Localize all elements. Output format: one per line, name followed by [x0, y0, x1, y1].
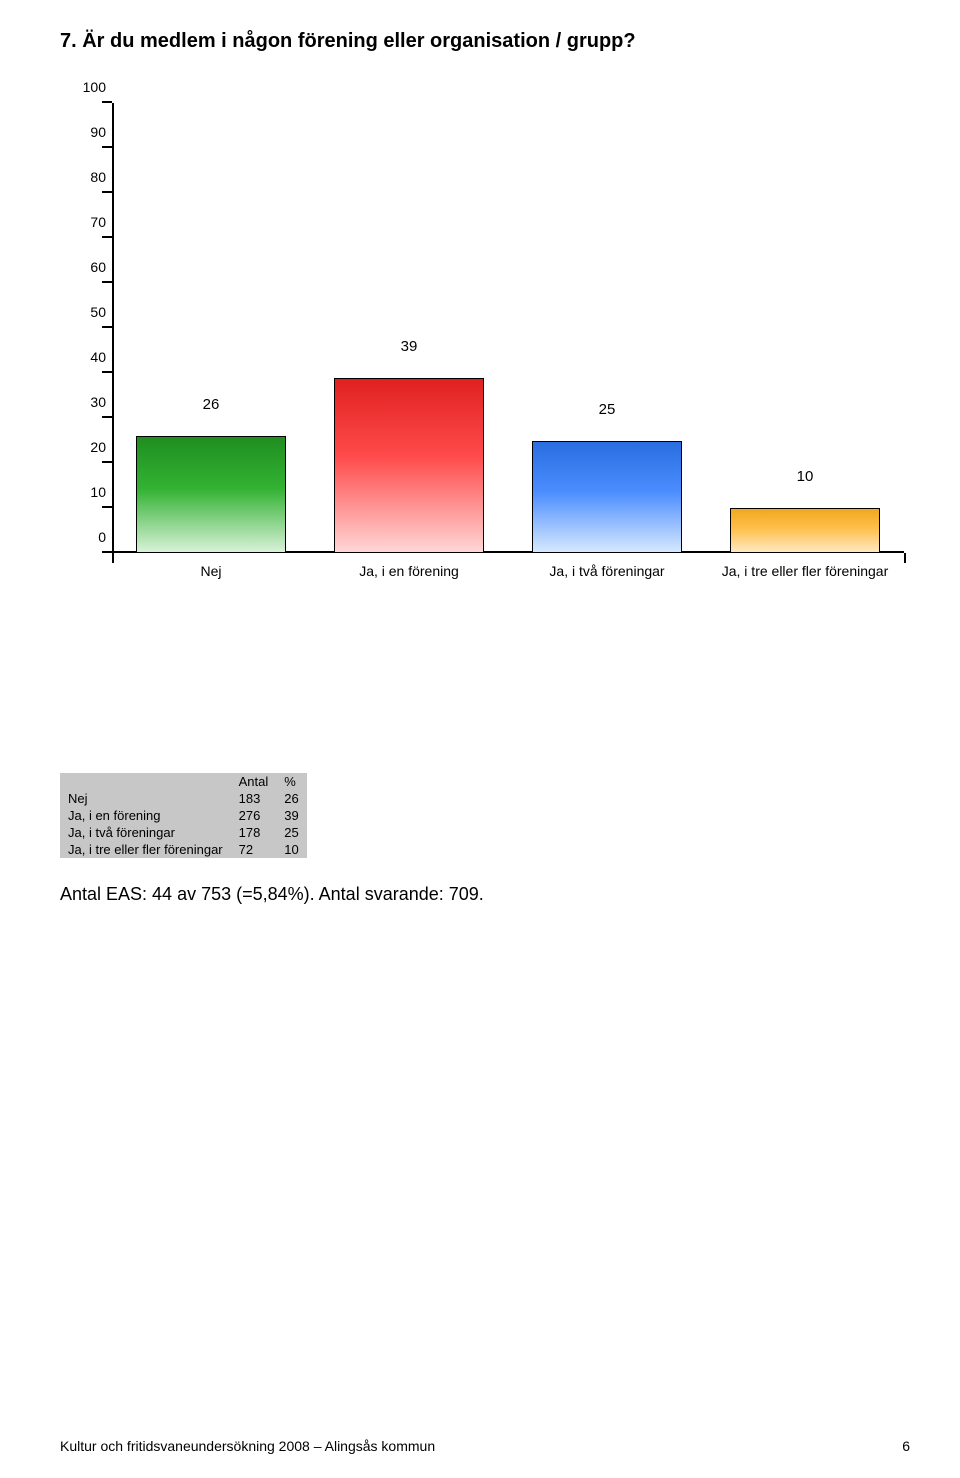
- y-tick-label: 100: [66, 79, 106, 95]
- y-tick-label: 40: [66, 349, 106, 365]
- chart-bar: [334, 378, 484, 554]
- category-label: Ja, i två föreningar: [549, 563, 664, 579]
- category-label: Ja, i en förening: [359, 563, 459, 579]
- row-count: 276: [231, 807, 277, 824]
- bar-value-label: 26: [203, 396, 220, 413]
- table-row: Ja, i tre eller fler föreningar7210: [60, 841, 307, 858]
- summary-text: Antal EAS: 44 av 753 (=5,84%). Antal sva…: [60, 884, 910, 905]
- y-tick-label: 10: [66, 484, 106, 500]
- category-label: Ja, i tre eller fler föreningar: [722, 563, 889, 579]
- table-row: Nej18326: [60, 790, 307, 807]
- y-tick-label: 30: [66, 394, 106, 410]
- y-tick-label: 90: [66, 124, 106, 140]
- y-tick-label: 50: [66, 304, 106, 320]
- y-tick-label: 20: [66, 439, 106, 455]
- y-tick-label: 70: [66, 214, 106, 230]
- question-title: 7. Är du medlem i någon förening eller o…: [60, 30, 910, 53]
- y-tick-label: 80: [66, 169, 106, 185]
- table-header-count: Antal: [231, 773, 277, 790]
- table-row: Ja, i två föreningar17825: [60, 824, 307, 841]
- chart-bar: [730, 508, 880, 553]
- category-label: Nej: [200, 563, 221, 579]
- row-count: 183: [231, 790, 277, 807]
- y-tick-label: 0: [66, 529, 106, 545]
- row-label: Ja, i tre eller fler föreningar: [60, 841, 231, 858]
- chart-bar: [136, 436, 286, 553]
- bar-value-label: 39: [401, 338, 418, 355]
- footer-pagenum: 6: [902, 1438, 910, 1454]
- data-table: Antal % Nej18326Ja, i en förening27639Ja…: [60, 773, 307, 858]
- row-pct: 39: [276, 807, 306, 824]
- row-pct: 25: [276, 824, 306, 841]
- row-pct: 26: [276, 790, 306, 807]
- chart-bar: [532, 441, 682, 554]
- row-count: 72: [231, 841, 277, 858]
- row-pct: 10: [276, 841, 306, 858]
- bar-value-label: 25: [599, 401, 616, 418]
- table-row: Ja, i en förening27639: [60, 807, 307, 824]
- row-label: Nej: [60, 790, 231, 807]
- footer-left: Kultur och fritidsvaneundersökning 2008 …: [60, 1438, 435, 1454]
- bar-chart: 010203040506070809010026Nej39Ja, i en fö…: [66, 93, 904, 613]
- row-label: Ja, i en förening: [60, 807, 231, 824]
- table-header-blank: [60, 773, 231, 790]
- bar-value-label: 10: [797, 468, 814, 485]
- row-count: 178: [231, 824, 277, 841]
- y-tick-label: 60: [66, 259, 106, 275]
- table-header-pct: %: [276, 773, 306, 790]
- row-label: Ja, i två föreningar: [60, 824, 231, 841]
